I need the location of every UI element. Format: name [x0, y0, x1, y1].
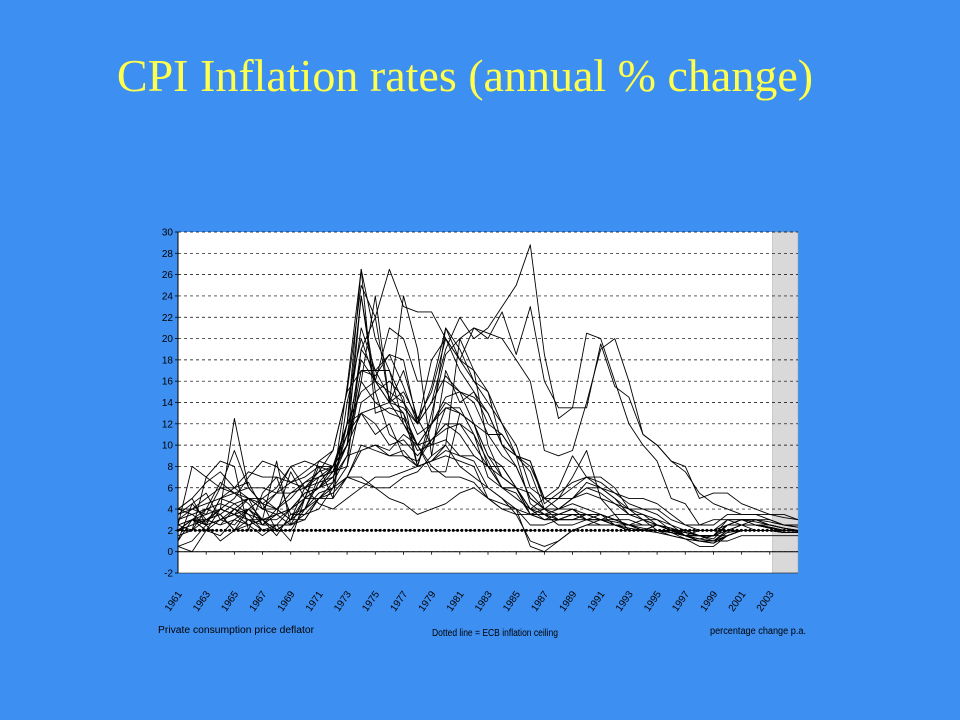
x-tick-label: 1985 [501, 589, 523, 614]
y-tick-label: 12 [162, 419, 174, 430]
y-tick-label: 28 [162, 249, 174, 260]
y-tick-label: -2 [164, 569, 173, 580]
x-tick-label: 1975 [360, 589, 382, 614]
series-line [177, 268, 799, 531]
y-tick-label: 10 [162, 441, 174, 452]
x-tick-label: 1977 [389, 589, 411, 614]
x-tick-label: 1981 [445, 589, 467, 614]
y-tick-label: 26 [162, 270, 174, 281]
x-tick-label: 1993 [614, 589, 636, 614]
y-tick-label: 20 [162, 334, 174, 345]
series-line [177, 244, 799, 526]
y-tick-label: 2 [167, 526, 173, 537]
x-tick-labels: 1961 1963 1965 1967 1969 1971 1973 1975 1977 1979… [163, 589, 777, 614]
footnote-left: Private consumption price deflator [158, 625, 315, 636]
x-tick-label: 1963 [191, 589, 213, 614]
series-line [178, 268, 798, 542]
slide-title: CPI Inflation rates (annual % change) [116, 50, 814, 101]
series-line [177, 354, 799, 537]
footnote-right: percentage change p.a. [710, 626, 806, 637]
x-tick-label: 1991 [586, 589, 608, 614]
x-tick-label: 1989 [558, 589, 580, 614]
x-tick-label: 1965 [219, 589, 241, 614]
y-tick-label: 4 [167, 505, 173, 516]
x-tick-label: 1979 [417, 589, 439, 614]
y-tick-label: 24 [162, 291, 174, 302]
x-tick-label: 1995 [642, 589, 664, 614]
y-tick-label: 14 [162, 398, 174, 409]
x-tick-label: 1961 [163, 589, 185, 614]
x-tick-label: 1973 [332, 589, 354, 614]
series-line [177, 423, 798, 537]
footnote-center: Dotted line = ECB inflation ceiling [432, 628, 558, 639]
y-tick-label: 6 [167, 483, 173, 494]
x-tick-label: 1967 [248, 589, 270, 614]
y-tick-label: 30 [162, 228, 174, 239]
x-tick-label: 2001 [727, 589, 749, 614]
x-tick-label: 1983 [473, 589, 495, 614]
x-tick-label: 1987 [529, 589, 551, 614]
x-tick-label: 2003 [755, 589, 777, 614]
y-tick-label: 22 [162, 313, 174, 324]
y-tick-label: 0 [167, 547, 173, 558]
y-tick-label: 16 [162, 377, 174, 388]
axes [175, 231, 798, 574]
y-tick-label: 18 [162, 355, 174, 366]
x-tick-label: 1969 [276, 589, 298, 614]
x-tick-label: 1999 [699, 589, 721, 614]
x-tick-label: 1971 [304, 589, 326, 614]
y-tick-label: 8 [167, 462, 173, 473]
series-line [177, 306, 798, 531]
series-line [177, 327, 798, 542]
series-line [177, 316, 798, 542]
x-tick-label: 1997 [670, 589, 692, 614]
